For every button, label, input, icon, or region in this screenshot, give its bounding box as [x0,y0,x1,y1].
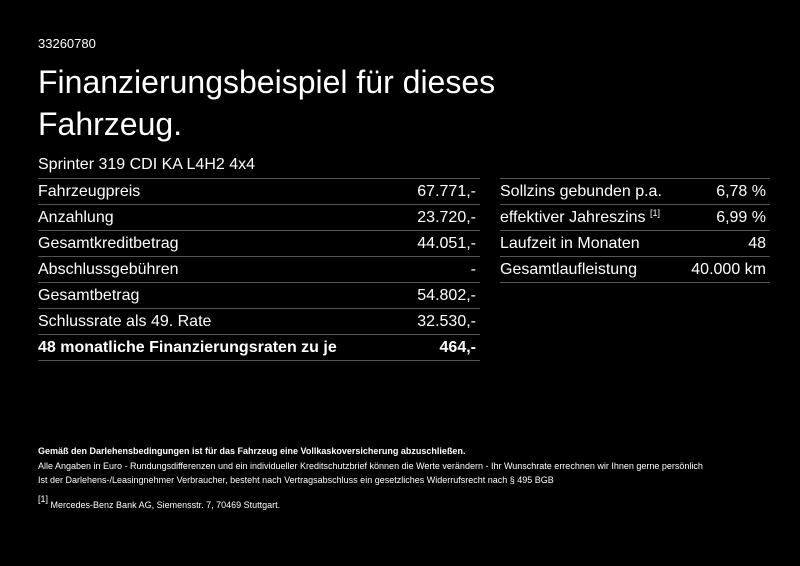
left-table: Fahrzeugpreis 67.771,- Anzahlung 23.720,- Ge… [38,178,480,361]
row-label: Gesamtkreditbetrag [38,234,179,252]
row-label-group: Sollzins gebunden p.a. [500,183,662,201]
vehicle: Sprinter 319 CDI KA L4H2 4x4 [38,156,256,173]
table-row: Fahrzeugpreis 67.771,- [38,179,480,205]
row-label: Sollzins gebunden p.a. [500,182,662,200]
row-label: Gesamtlaufleistung [500,260,637,278]
row-label: Schlussrate als 49. Rate [38,312,212,330]
row-value: 48 [748,234,766,252]
row-label: effektiver Jahreszins [500,209,646,226]
row-value: 54.802,- [417,286,476,304]
row-value: - [470,260,476,278]
row-label: Gesamtbetrag [38,286,140,304]
row-value: 32.530,- [417,312,476,330]
row-value: 6,78 % [716,182,766,200]
row-label-group: effektiver Jahreszins [1] [500,208,660,227]
row-value: 40.000 km [691,260,766,278]
table-row: Laufzeit in Monaten 48 [500,231,770,257]
table-row: Gesamtkreditbetrag 44.051,- [38,231,480,257]
row-label-group: Laufzeit in Monaten [500,235,640,253]
footer-line: Ist der Darlehens-/Leasingnehmer Verbrau… [38,475,554,485]
title: Fahrzeug. [38,106,183,142]
table-row: Schlussrate als 49. Rate 32.530,- [38,309,480,335]
title: Finanzierungsbeispiel für dieses [38,64,496,100]
footnote-marker: [1] [38,494,49,504]
footer-note: Gemäß den Darlehensbedingungen ist für d… [38,446,466,456]
table-row: 48 monatliche Finanzierungsraten zu je 46… [38,335,480,361]
table-row: Gesamtbetrag 54.802,- [38,283,480,309]
footnote: [1] Mercedes-Benz Bank AG, Siemensstr. 7… [38,494,280,510]
row-value: 67.771,- [417,182,476,200]
footer-line: Alle Angaben in Euro - Rundungsdifferenz… [38,461,703,471]
row-label: Anzahlung [38,208,114,226]
table-row: Sollzins gebunden p.a. 6,78 % [500,179,770,205]
row-label-group: Gesamtlaufleistung [500,261,637,279]
footnote-text: Mercedes-Benz Bank AG, Siemensstr. 7, 70… [50,500,281,510]
right-table: Sollzins gebunden p.a. 6,78 % effektiver J… [500,178,770,283]
row-label: 48 monatliche Finanzierungsraten zu je [38,338,337,356]
row-label: Laufzeit in Monaten [500,234,640,252]
row-label: Abschlussgebühren [38,260,179,278]
table-row: Anzahlung 23.720,- [38,205,480,231]
table-row: effektiver Jahreszins [1] 6,99 % [500,205,770,231]
row-value: 464,- [439,338,476,356]
table-row: Gesamtlaufleistung 40.000 km [500,257,770,283]
row-value: 6,99 % [716,208,766,226]
footnote-ref: [1] [650,208,661,218]
row-value: 23.720,- [417,208,476,226]
row-value: 44.051,- [417,234,476,252]
row-label: Fahrzeugpreis [38,182,141,200]
table-row: Abschlussgebühren - [38,257,480,283]
offer-id: 33260780 [38,36,96,51]
